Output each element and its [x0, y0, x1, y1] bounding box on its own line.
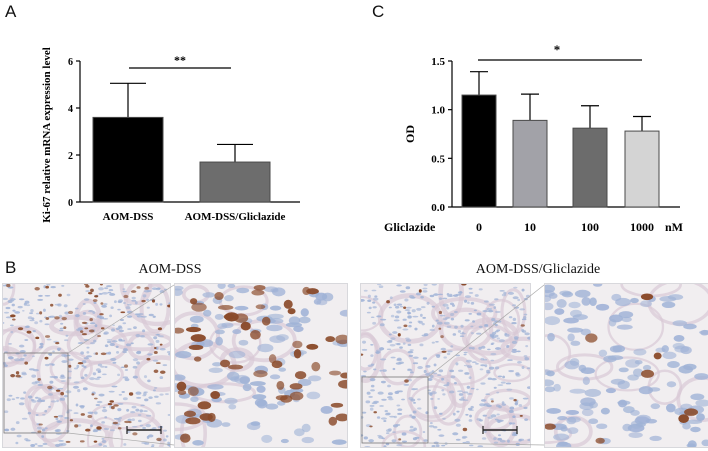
micrograph-gliclazide-overview	[360, 283, 531, 448]
chart-a-xtick-label: AOM-DSS/Gliclazide	[185, 211, 286, 223]
panel-letter-c: C	[372, 2, 385, 21]
chart-c-ytick-label: 1.5	[431, 56, 445, 68]
chart-c-bar	[572, 127, 608, 208]
m1-tissue	[3, 284, 170, 447]
chart-c-ylabel: OD	[403, 125, 417, 143]
chart-a-ytick-label: 0	[68, 198, 73, 209]
chart-a-ylabel: Ki-67 relative mRNA expression level	[41, 47, 53, 223]
chart-c-ytick-label: 1.0	[431, 105, 445, 117]
chart-c-bar	[512, 119, 548, 208]
m4-tissue	[545, 284, 708, 447]
m3-tissue	[361, 284, 530, 447]
micrograph-right-title: AOM-DSS/Gliclazide	[475, 262, 601, 277]
panel-letter-b: B	[5, 258, 17, 277]
chart-a-bar	[199, 161, 271, 203]
micrograph-aom-dss-overview	[2, 283, 171, 448]
chart-a-ytick-label: 4	[68, 104, 73, 115]
chart-c-xtick-label: 10	[524, 220, 536, 234]
micrograph-gliclazide-zoom	[544, 283, 708, 448]
chart-c-significance-label: *	[554, 42, 561, 57]
chart-a: Ki-67 relative mRNA expression level 0 2 4…	[41, 47, 300, 223]
chart-a-significance-label: **	[174, 53, 186, 67]
chart-c-xtick-label: 0	[476, 220, 482, 234]
m2-tissue	[175, 284, 347, 447]
chart-a-xtick-label: AOM-DSS	[103, 211, 154, 223]
panel-letter-a: A	[5, 2, 17, 21]
chart-c-xunit: nM	[665, 220, 683, 234]
chart-a-ytick-label: 6	[68, 57, 73, 68]
chart-a-ytick-label: 2	[68, 151, 73, 162]
chart-c-xtick-label: 1000	[630, 220, 654, 234]
micrograph-aom-dss-zoom	[174, 283, 348, 448]
chart-c-xtick-label: 100	[581, 220, 599, 234]
chart-c-ytick-label: 0.0	[431, 202, 445, 214]
chart-a-bar	[92, 116, 164, 203]
chart-c-bar	[461, 94, 497, 208]
chart-c-ytick-label: 0.5	[431, 153, 445, 165]
chart-c-xlabel: Gliclazide	[384, 220, 436, 234]
chart-c: OD 0.0 0.5 1.0 1.5 0 10 100 1000 Gliclazide nM…	[384, 42, 683, 234]
micrograph-left-title: AOM-DSS	[138, 262, 202, 277]
chart-c-bar	[624, 130, 660, 208]
